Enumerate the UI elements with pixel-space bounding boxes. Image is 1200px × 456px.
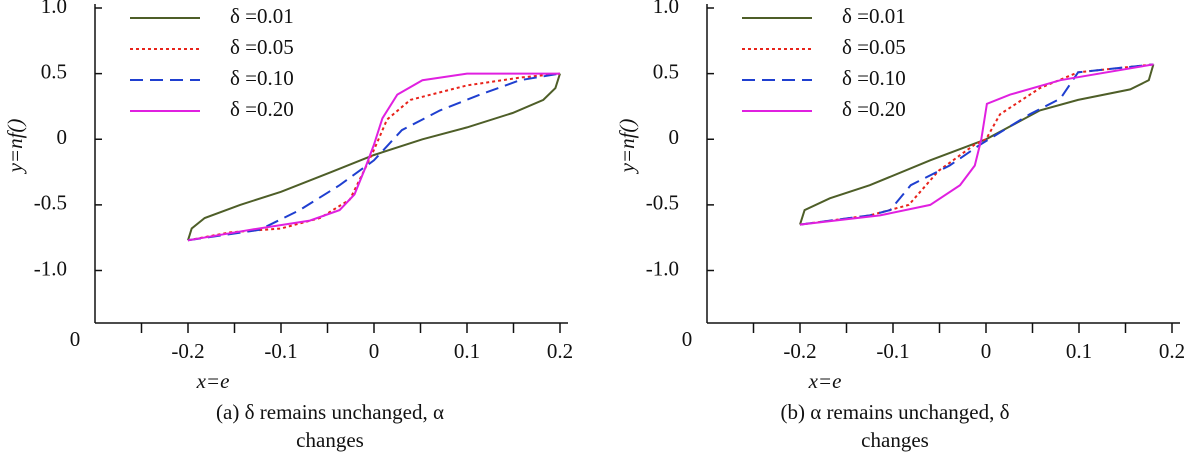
x-tick-label: -0.1 — [876, 339, 909, 363]
legend-label: δ =0.10 — [842, 66, 906, 90]
series-line — [187, 73, 561, 241]
y-tick-label: 0 — [57, 125, 68, 149]
series-line — [187, 72, 561, 242]
x-tick-label: 0 — [981, 339, 992, 363]
caption: (a) δ remains unchanged, α changes — [216, 400, 444, 452]
caption: (b) α remains unchanged, δ changes — [780, 400, 1010, 452]
x-axis-label: x=e — [808, 369, 842, 393]
x-tick-label: 0.1 — [454, 339, 480, 363]
series-line — [799, 63, 1154, 226]
y-tick-label: -0.5 — [34, 191, 67, 215]
legend-label: δ =0.10 — [230, 66, 294, 90]
x-tick-label: 0.1 — [1066, 339, 1092, 363]
y-tick-label: 0.5 — [41, 59, 67, 83]
y-axis-label: y=nf() — [615, 119, 639, 175]
series-line — [187, 72, 560, 242]
y-tick-label: 0.5 — [653, 59, 679, 83]
x-tick-label: 0.2 — [547, 339, 573, 363]
x-tick-label: -0.2 — [783, 339, 816, 363]
corner-label: 0 — [70, 327, 81, 351]
y-tick-label: -1.0 — [646, 256, 679, 280]
x-tick-label: 0 — [369, 339, 380, 363]
legend-label: δ =0.01 — [230, 4, 294, 28]
y-tick-label: -0.5 — [646, 191, 679, 215]
x-tick-label: 0.2 — [1159, 339, 1185, 363]
y-tick-label: 1.0 — [653, 0, 679, 18]
x-tick-label: -0.2 — [171, 339, 204, 363]
series-line — [187, 72, 561, 242]
y-axis-label: y=nf() — [3, 119, 27, 175]
y-tick-label: -1.0 — [34, 256, 67, 280]
corner-label: 0 — [682, 327, 693, 351]
x-axis-label: x=e — [196, 369, 230, 393]
legend-label: δ =0.20 — [842, 97, 906, 121]
y-tick-label: 1.0 — [41, 0, 67, 18]
series-line — [799, 64, 1155, 225]
legend-label: δ =0.20 — [230, 97, 294, 121]
legend-label: δ =0.05 — [842, 35, 906, 59]
legend-label: δ =0.01 — [842, 4, 906, 28]
x-tick-label: -0.1 — [264, 339, 297, 363]
series-line — [799, 63, 1154, 226]
y-tick-label: 0 — [669, 125, 680, 149]
legend-label: δ =0.05 — [230, 35, 294, 59]
